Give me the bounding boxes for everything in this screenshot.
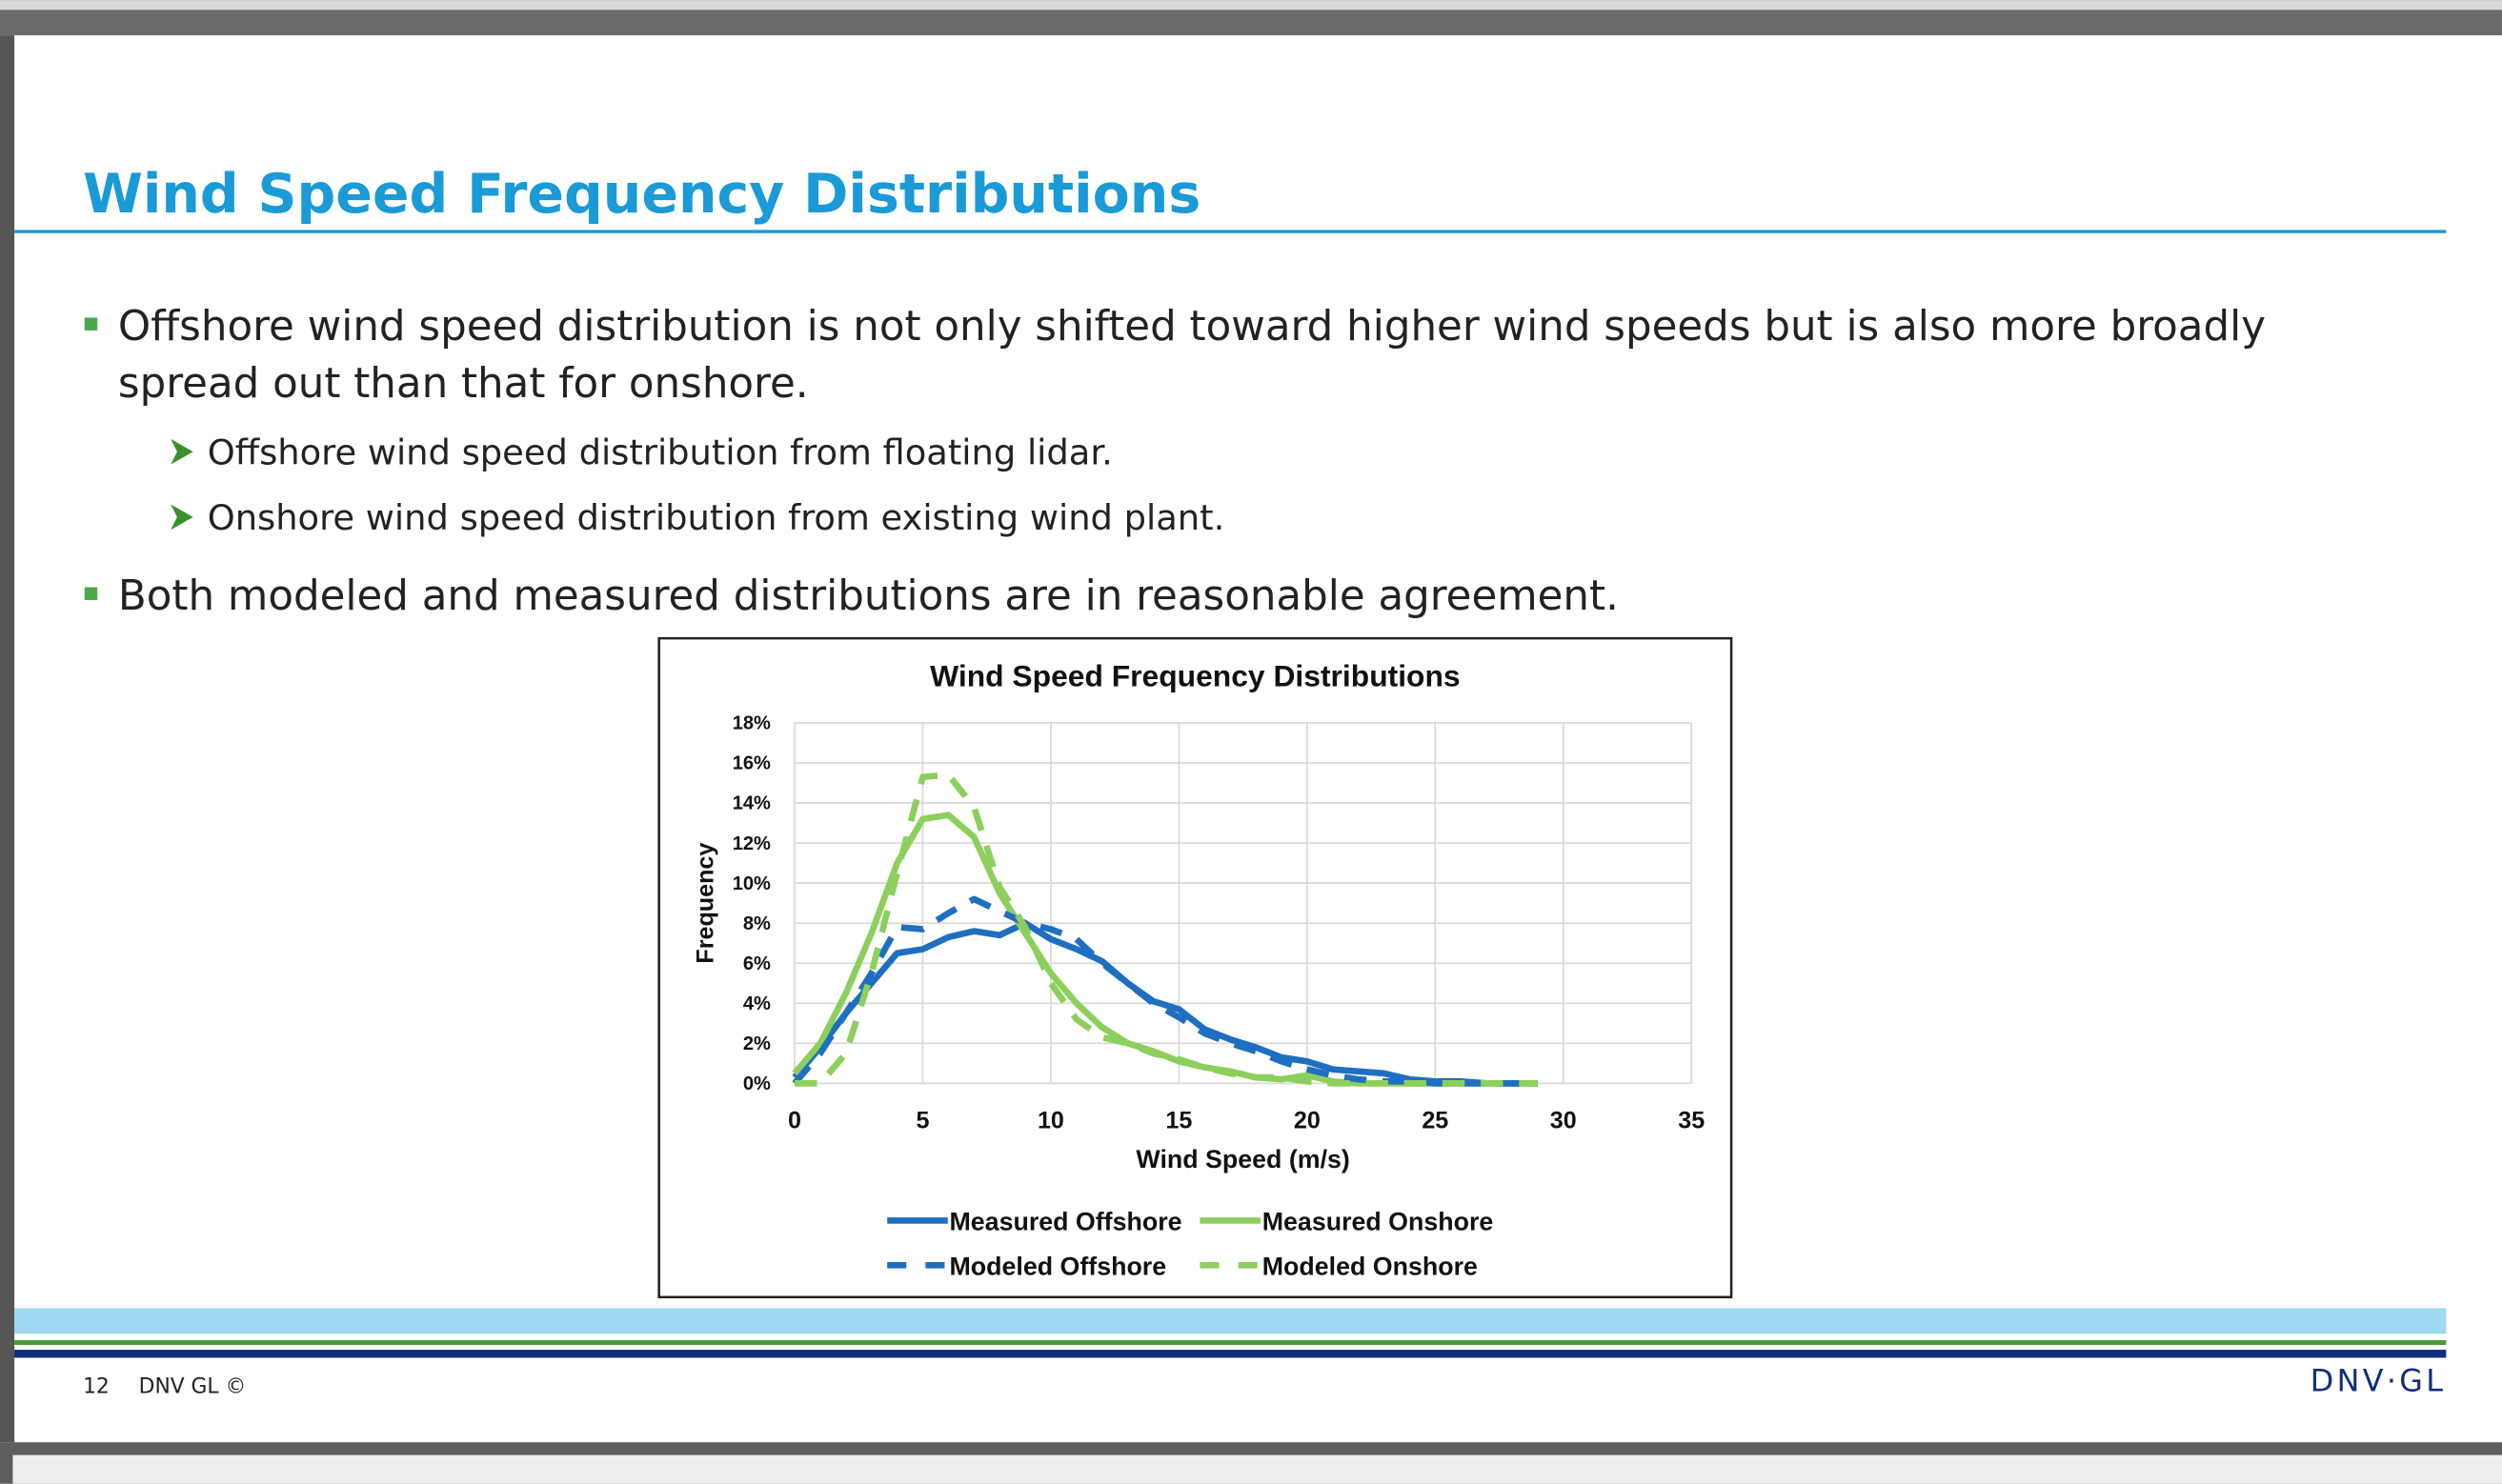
logo: DNV·GL (2310, 1363, 2447, 1399)
legend-label: Measured Onshore (1262, 1207, 1494, 1235)
x-tick-label: 25 (1422, 1107, 1448, 1133)
footer-band-blue (14, 1350, 2447, 1358)
x-tick-label: 35 (1678, 1107, 1705, 1133)
sub-bullet-text: Onshore wind speed distribution from exi… (208, 497, 1225, 538)
y-tick-label: 16% (733, 753, 771, 774)
y-tick-label: 6% (743, 953, 771, 974)
x-axis-label: Wind Speed (m/s) (1136, 1145, 1349, 1173)
legend-label: Modeled Offshore (949, 1252, 1166, 1280)
chart: Wind Speed Frequency Distributions Wind … (693, 658, 1705, 1280)
frame-left (0, 35, 15, 1443)
x-tick-label: 10 (1038, 1107, 1064, 1133)
series-line (792, 895, 1538, 1087)
slide-title: Wind Speed Frequency Distributions (83, 163, 1201, 226)
x-tick-label: 5 (916, 1107, 929, 1133)
y-tick-label: 2% (743, 1033, 771, 1054)
bullet-text: Offshore wind speed distribution is not … (118, 303, 2266, 408)
bullet-text: Both modeled and measured distributions … (118, 572, 1619, 620)
bullet (84, 317, 98, 331)
arrow-bullet (171, 438, 193, 465)
chart-frame (657, 636, 1733, 1299)
copyright: DNV GL © (139, 1374, 247, 1398)
y-tick-label: 8% (743, 913, 771, 934)
y-tick-label: 12% (733, 833, 771, 854)
series-line (792, 919, 1538, 1087)
y-tick-label: 0% (743, 1073, 771, 1094)
legend-label: Measured Offshore (949, 1207, 1181, 1235)
footer-band (14, 1308, 2447, 1334)
y-tick-label: 10% (733, 873, 771, 894)
y-axis-label: Frequency (693, 843, 719, 964)
sub-bullet-text: Offshore wind speed distribution from fl… (208, 432, 1113, 473)
chart-title: Wind Speed Frequency Distributions (930, 658, 1460, 692)
page-number: 12 (83, 1374, 110, 1398)
y-tick-label: 18% (733, 713, 771, 734)
frame-top-edge (0, 0, 2502, 10)
legend-label: Modeled Onshore (1262, 1252, 1478, 1280)
arrow-bullet (171, 504, 193, 531)
x-tick-label: 30 (1550, 1107, 1577, 1133)
y-tick-label: 4% (743, 993, 771, 1014)
bullet (84, 587, 98, 600)
x-tick-label: 0 (788, 1107, 801, 1133)
footer-band-green (14, 1340, 2447, 1346)
frame-bottom-edge (12, 1454, 2502, 1484)
y-tick-label: 14% (733, 793, 771, 814)
x-tick-label: 20 (1294, 1107, 1321, 1133)
series-line (795, 772, 1538, 1087)
x-tick-label: 15 (1165, 1107, 1192, 1133)
